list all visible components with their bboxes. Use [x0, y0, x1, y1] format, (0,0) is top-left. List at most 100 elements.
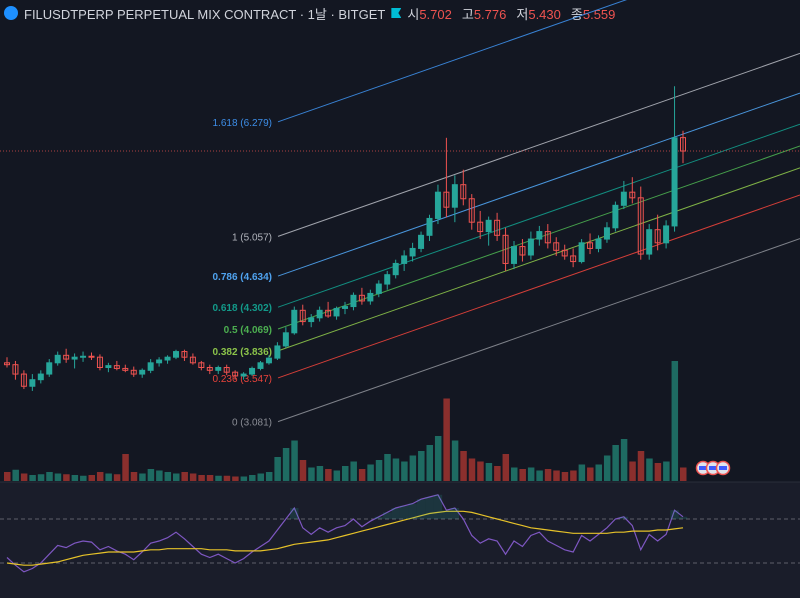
rsi-pane-bg [0, 482, 800, 598]
volume-bar [71, 475, 79, 481]
candle [223, 364, 230, 375]
candle [401, 250, 408, 271]
fib-line-0_618 [277, 123, 800, 308]
volume-bar [291, 440, 298, 481]
volume-bar [358, 469, 366, 481]
volume-bar [603, 455, 611, 481]
candle-body [20, 373, 27, 387]
candle [392, 259, 399, 279]
fib-label-0_236: 0.236 (3.547) [213, 374, 273, 385]
fib-line-0_236 [277, 194, 800, 379]
symbol-title[interactable]: FILUSDTPERP PERPETUAL MIX CONTRACT · 1날 … [24, 6, 386, 22]
candle-body [105, 365, 112, 368]
volume-bar [426, 445, 433, 481]
candle [198, 360, 205, 371]
candle [418, 231, 425, 253]
event-marker-flag [719, 466, 727, 470]
candle [637, 186, 644, 260]
candle [63, 348, 70, 363]
rsi-overbought-fill [408, 503, 417, 519]
candle [612, 201, 619, 232]
candle-body [173, 351, 179, 358]
candle [409, 242, 416, 262]
event-marker-icon [715, 460, 731, 476]
fib-label-0_5: 0.5 (4.069) [224, 325, 272, 336]
volume-bar [392, 458, 400, 481]
candle [308, 314, 315, 328]
coin-logo-icon [4, 6, 18, 20]
volume-bar [325, 469, 332, 481]
candle [257, 360, 264, 371]
candle-body [603, 227, 610, 240]
candle-body [595, 238, 602, 249]
candle [451, 175, 458, 223]
candle-body [646, 229, 653, 255]
candle [544, 224, 551, 249]
volume-bar [384, 454, 391, 481]
volume-bar [494, 466, 501, 481]
candle [181, 349, 188, 361]
candle-body [519, 246, 526, 256]
candle [206, 364, 213, 375]
candle-body [37, 373, 44, 381]
rsi-overbought-fill [416, 499, 426, 519]
volume-bar [680, 467, 687, 481]
candle-body [418, 234, 425, 249]
candle-body [629, 191, 636, 199]
volume-bar [4, 472, 11, 481]
candle-body [147, 362, 154, 371]
candle-body [443, 191, 450, 208]
candle [80, 351, 87, 362]
candle [105, 362, 112, 373]
candle [578, 239, 585, 264]
volume-bar [80, 475, 87, 481]
candle [477, 210, 484, 240]
candle-body [113, 365, 120, 369]
volume-bar [434, 436, 442, 481]
volume-bar [646, 458, 653, 481]
candle-body [71, 356, 78, 360]
volume-bar [350, 461, 357, 481]
candle [527, 231, 534, 260]
candle-body [96, 356, 103, 368]
candle-body [333, 307, 340, 317]
volume-bar [451, 440, 459, 481]
candle [502, 227, 509, 271]
candle [680, 130, 686, 164]
volume-bar [502, 454, 510, 481]
volume-bar [12, 469, 19, 481]
volume-bar [29, 475, 36, 481]
candle [460, 169, 467, 206]
candle [603, 222, 610, 243]
candle [265, 355, 272, 365]
volume-bar [460, 451, 467, 481]
volume-bar [485, 463, 493, 481]
candle [511, 240, 517, 270]
volume-bar [477, 461, 484, 481]
candle [358, 287, 365, 305]
volume-bar [46, 472, 53, 481]
volume-bar [139, 473, 146, 481]
candle [325, 301, 332, 318]
fib-channel[interactable]: 0 (3.081) 0.236 (3.547) 0.382 (3.836) 0.5 (… [213, 0, 800, 429]
event-marker-flag [709, 466, 717, 470]
volume-bar [164, 472, 172, 481]
volume-bar [215, 475, 222, 481]
candles[interactable] [4, 86, 686, 391]
event-markers[interactable] [695, 460, 731, 476]
candle-body [325, 309, 332, 317]
volume-bar [181, 472, 188, 481]
volume-bar [409, 455, 417, 481]
volume-bar [96, 472, 104, 481]
candle [4, 357, 10, 368]
candle [130, 366, 137, 377]
volume-bar [88, 475, 95, 481]
candle [375, 280, 382, 298]
candle-body [29, 379, 36, 387]
volume-bar [612, 445, 619, 481]
flag-icon[interactable] [391, 8, 402, 18]
fib-line-0_786 [277, 92, 800, 277]
volume-bar [308, 467, 315, 481]
rsi-overbought-fill [433, 494, 443, 519]
